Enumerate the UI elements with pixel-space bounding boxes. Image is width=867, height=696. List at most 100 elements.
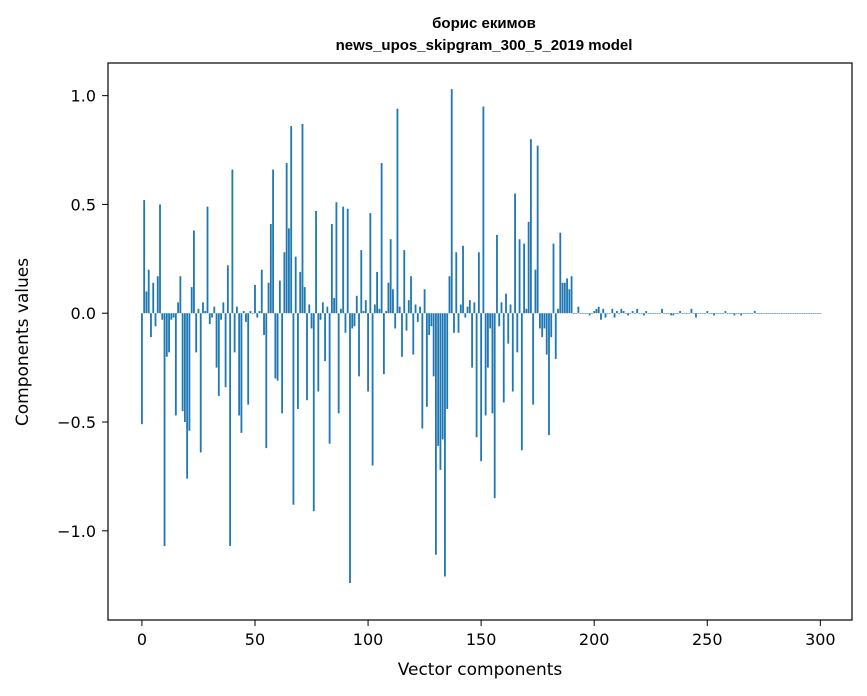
bar-257 <box>722 313 725 314</box>
bar-50 <box>254 284 256 314</box>
bar-130 <box>435 313 437 555</box>
bar-180 <box>548 313 550 436</box>
bar-124 <box>421 313 424 429</box>
bar-71 <box>301 123 304 314</box>
bar-224 <box>647 313 650 314</box>
bar-132 <box>439 313 442 470</box>
bar-60 <box>276 313 279 381</box>
bar-103 <box>373 304 376 314</box>
bar-226 <box>652 313 654 314</box>
bar-220 <box>638 313 641 314</box>
bar-264 <box>738 313 740 314</box>
bar-51 <box>256 313 259 318</box>
bar-260 <box>728 313 731 314</box>
bar-151 <box>482 106 485 314</box>
bar-112 <box>394 313 397 329</box>
bar-159 <box>500 302 503 314</box>
bar-58 <box>272 169 274 314</box>
bar-231 <box>663 313 666 314</box>
bar-55 <box>265 313 268 449</box>
bar-276 <box>765 313 767 314</box>
bar-21 <box>188 313 191 431</box>
y-tick-label: 0.0 <box>71 304 96 323</box>
bar-11 <box>165 313 168 357</box>
bar-221 <box>640 313 643 314</box>
bar-174 <box>534 269 537 314</box>
bar-105 <box>378 308 381 314</box>
bar-225 <box>649 313 652 314</box>
bar-46 <box>245 313 247 322</box>
bar-266 <box>742 313 745 314</box>
bar-65 <box>288 228 290 314</box>
bar-241 <box>686 313 688 314</box>
bar-42 <box>236 306 238 314</box>
bar-294 <box>805 313 808 314</box>
bar-271 <box>753 311 756 314</box>
bar-291 <box>799 313 801 314</box>
bar-76 <box>312 313 315 512</box>
bar-293 <box>803 313 806 314</box>
bar-15 <box>174 313 177 416</box>
bar-290 <box>796 313 799 314</box>
x-tick-label: 100 <box>353 630 384 649</box>
bar-283 <box>780 313 783 314</box>
bar-19 <box>183 313 186 422</box>
bar-227 <box>654 313 657 314</box>
bar-212 <box>620 308 623 314</box>
bar-168 <box>520 313 523 451</box>
bar-295 <box>808 313 810 314</box>
bar-94 <box>353 313 356 327</box>
bar-211 <box>618 313 620 314</box>
bar-68 <box>294 256 297 314</box>
bar-219 <box>636 308 639 314</box>
bar-43 <box>238 313 241 416</box>
bar-102 <box>371 313 374 466</box>
bar-238 <box>679 311 682 314</box>
bar-162 <box>507 313 510 344</box>
bar-278 <box>769 313 772 314</box>
bar-40 <box>231 169 234 314</box>
bar-243 <box>690 308 693 314</box>
bar-229 <box>658 313 661 314</box>
bar-250 <box>706 311 709 314</box>
bar-45 <box>242 311 245 314</box>
bar-56 <box>267 282 270 314</box>
bar-298 <box>814 313 817 314</box>
bar-235 <box>672 313 675 316</box>
bar-6 <box>154 313 157 327</box>
bar-161 <box>505 293 507 314</box>
bar-245 <box>695 313 697 318</box>
bar-44 <box>240 313 243 433</box>
bar-154 <box>489 313 492 329</box>
bar-187 <box>563 282 566 314</box>
bar-184 <box>557 308 559 314</box>
bar-89 <box>342 206 345 314</box>
bar-82 <box>326 306 329 314</box>
bar-49 <box>251 313 254 314</box>
x-tick-label: 50 <box>245 630 265 649</box>
bar-185 <box>559 232 562 314</box>
bar-171 <box>527 221 530 314</box>
bar-93 <box>351 313 354 329</box>
bar-139 <box>455 252 458 314</box>
x-tick-label: 200 <box>579 630 610 649</box>
bar-35 <box>220 313 222 320</box>
bar-26 <box>199 313 202 453</box>
bar-163 <box>509 304 512 314</box>
bar-247 <box>699 313 702 314</box>
bar-98 <box>362 311 365 314</box>
y-tick-label: −1.0 <box>57 522 96 541</box>
chart-subtitle: news_upos_skipgram_300_5_2019 model <box>336 37 633 54</box>
bar-153 <box>487 313 489 368</box>
bar-36 <box>222 302 225 314</box>
bar-29 <box>206 206 209 314</box>
bar-249 <box>704 313 706 314</box>
bar-252 <box>710 313 713 314</box>
bar-222 <box>643 313 645 316</box>
bar-32 <box>213 306 216 314</box>
bar-34 <box>217 313 220 396</box>
bar-7 <box>156 276 159 314</box>
bar-149 <box>477 252 480 314</box>
bar-281 <box>776 313 779 314</box>
